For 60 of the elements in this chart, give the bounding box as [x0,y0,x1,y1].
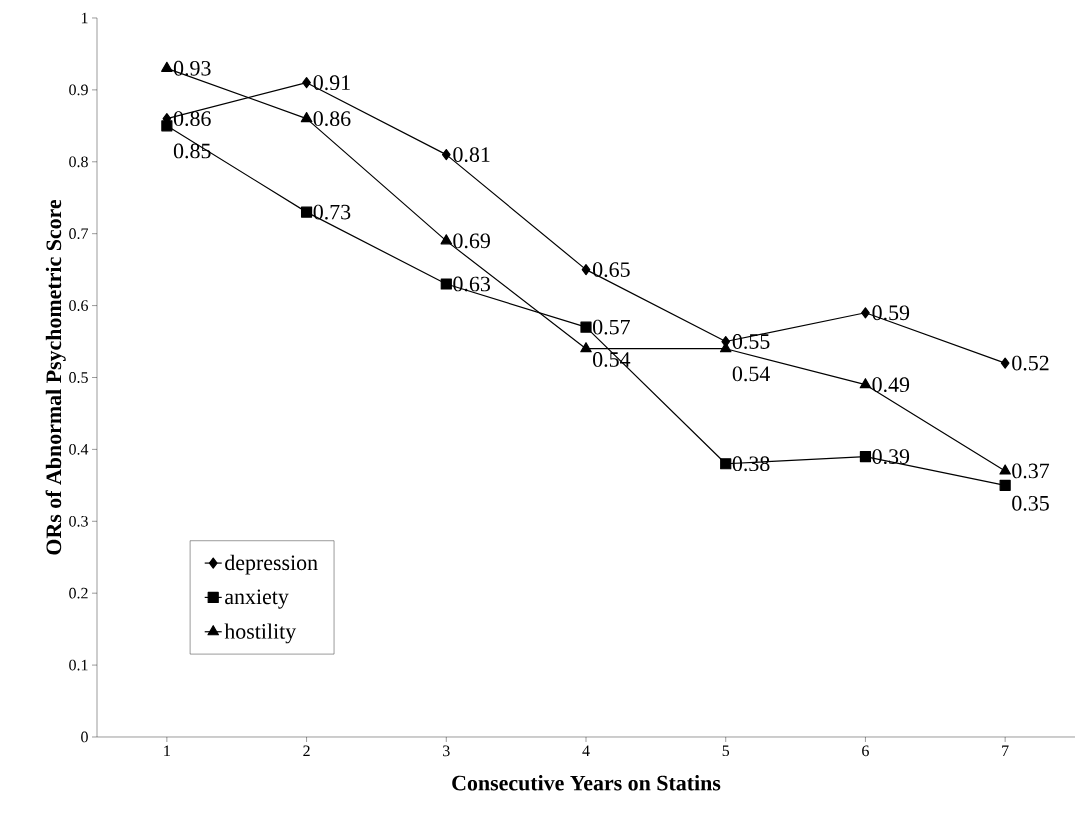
legend-label: depression [225,554,318,575]
y-tick-label: 0.5 [69,372,88,383]
data-label: 0.86 [173,111,211,127]
data-label: 0.85 [173,143,211,159]
y-axis-title: ORs of Abnormal Psychometric Score [45,199,66,555]
y-tick-label: 0.2 [69,587,88,599]
y-tick-label: 0.8 [69,156,88,168]
point [300,112,313,123]
data-label: 0.52 [1012,355,1049,371]
x-tick-label: 2 [303,745,310,757]
data-label: 0.63 [453,276,490,292]
data-label: 0.73 [313,204,351,220]
data-label: 0.86 [313,111,351,127]
data-label: 0.39 [872,449,910,465]
point [859,378,872,389]
y-tick-label: 0 [81,731,88,743]
y-tick-label: 0.7 [69,228,89,240]
data-label: 0.49 [872,377,910,393]
x-tick-label: 1 [164,745,170,757]
point [440,278,452,290]
data-label: 0.81 [453,147,490,163]
point [861,307,870,319]
y-tick-label: 1 [81,12,88,24]
legend-label: anxiety [225,589,289,609]
point [580,321,592,333]
point [720,458,732,470]
point [440,234,453,245]
data-label: 0.91 [313,75,350,91]
x-axis-title: Consecutive Years on Statins [452,775,721,791]
point [1000,357,1010,369]
data-label: 0.55 [732,334,770,349]
y-tick-label: 0.3 [69,515,88,527]
point [581,264,591,276]
data-label: 0.35 [1012,495,1049,511]
point [441,148,451,161]
x-tick-label: 6 [862,745,869,757]
point [300,206,313,218]
data-label: 0.54 [732,366,770,382]
data-label: 0.69 [453,233,490,249]
y-tick-label: 0.4 [69,443,89,455]
point [580,342,592,353]
data-label: 0.59 [872,305,910,321]
x-tick-label: 7 [1002,745,1009,756]
x-tick-label: 3 [443,745,450,757]
data-label: 0.93 [173,60,211,76]
legend-label: hostility [224,623,297,644]
point [859,450,872,463]
data-label: 0.65 [593,262,630,278]
point [999,479,1011,491]
x-tick-label: 5 [722,745,730,757]
point [302,77,311,89]
point [161,120,173,132]
y-tick-label: 0.9 [69,84,88,96]
data-label: 0.37 [1012,463,1050,479]
x-tick-label: 4 [582,745,590,756]
data-label: 0.57 [593,319,630,335]
point [161,61,173,72]
point [999,464,1011,475]
y-tick-label: 0.1 [69,659,88,671]
y-tick-label: 0.6 [69,300,89,311]
